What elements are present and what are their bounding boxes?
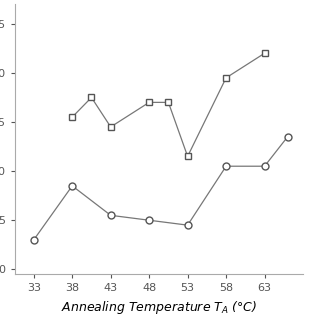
X-axis label: Annealing Temperature $T_A$ (°C): Annealing Temperature $T_A$ (°C) [61,299,257,316]
